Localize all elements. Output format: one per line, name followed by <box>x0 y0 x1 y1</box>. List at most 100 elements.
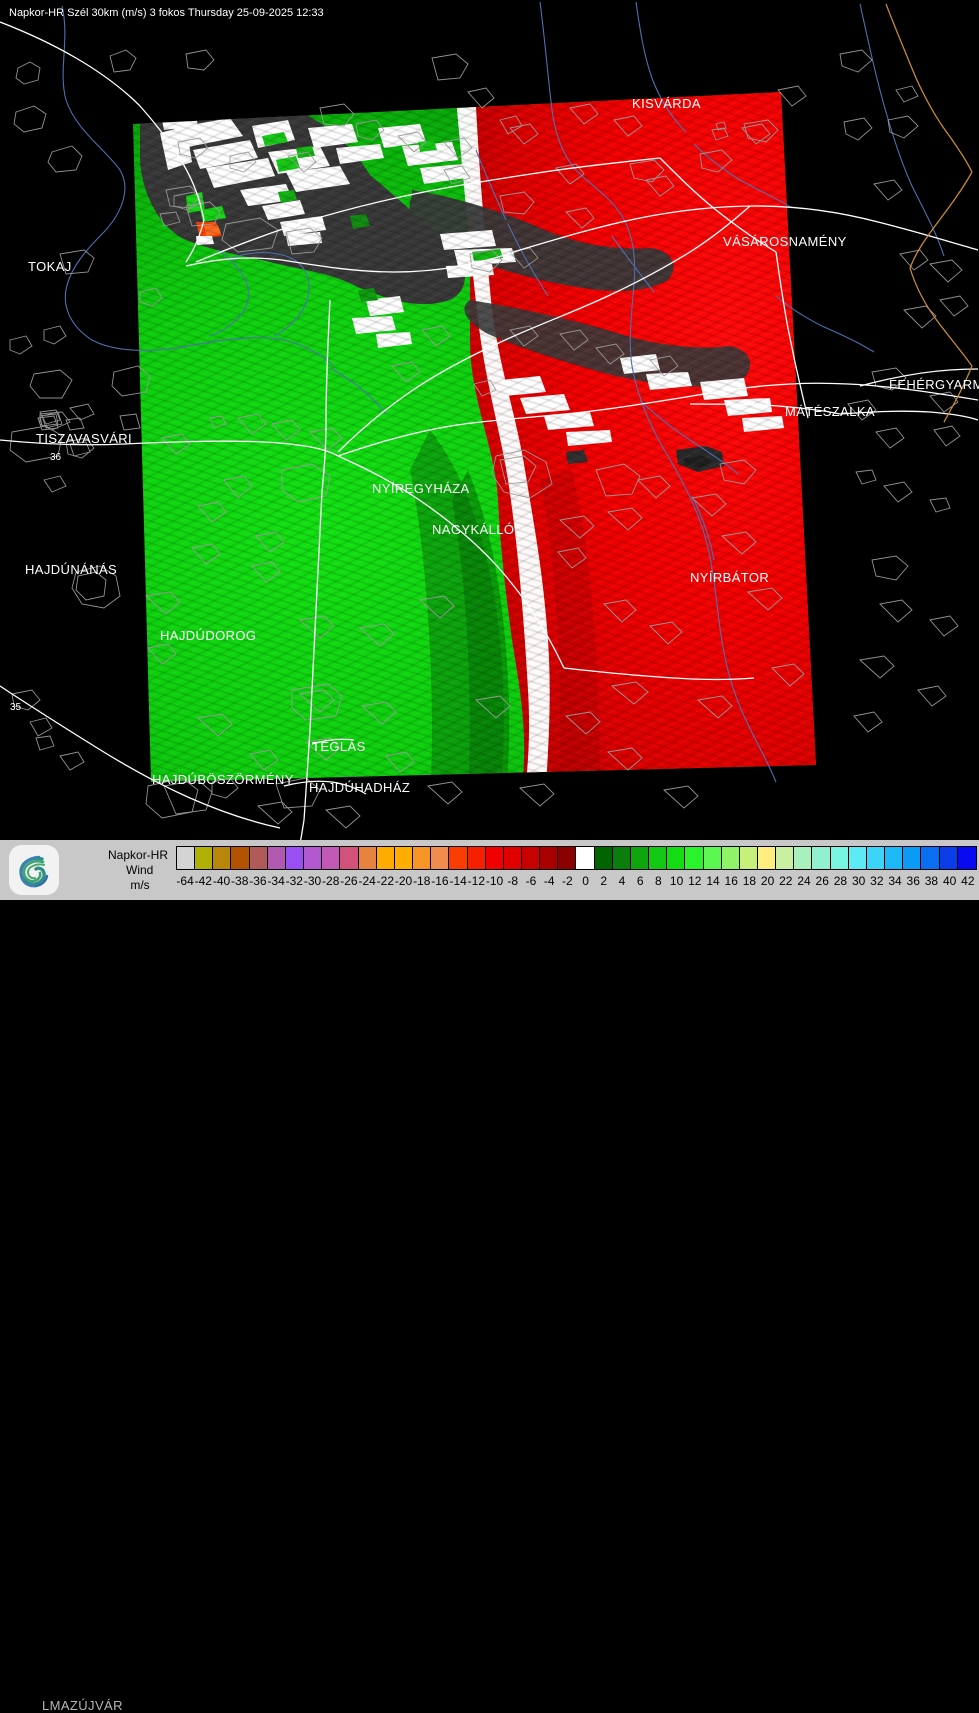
colorbar-swatch--28[interactable] <box>322 847 341 869</box>
colorbar-tick-30: 30 <box>851 874 866 888</box>
colorbar-ticks: -64 -42 -40 -38 -36 -34 -32 -30 -28 -26 -24 -22 -20-… <box>176 871 977 891</box>
colorbar-swatch-0[interactable] <box>576 847 595 869</box>
colorbar-swatch-2[interactable] <box>594 847 613 869</box>
colorbar-swatch--40[interactable] <box>213 847 232 869</box>
colorbar-tick-12: 12 <box>688 874 702 888</box>
colorbar-swatch-8[interactable] <box>649 847 668 869</box>
colorbar-swatch--32[interactable] <box>285 847 305 869</box>
colorbar-swatch--16[interactable] <box>431 847 450 869</box>
colorbar-tick--20: -20 <box>394 874 413 888</box>
colorbar-tick-42: 42 <box>961 874 975 888</box>
colorbar-swatch-36[interactable] <box>903 847 922 869</box>
colorbar-swatch-32[interactable] <box>866 847 886 869</box>
colorbar-swatch--38[interactable] <box>231 847 250 869</box>
radar-map[interactable]: Napkor-HR Szél 30km (m/s) 3 fokos Thursd… <box>0 0 979 840</box>
radial-texture-2 <box>133 92 816 782</box>
colorbar-swatch--4[interactable] <box>540 847 559 869</box>
rivers-layer <box>61 1 945 783</box>
colorbar-swatch--10[interactable] <box>485 847 504 869</box>
colorbar-tick--12: -12 <box>467 874 486 888</box>
colorbar-tick--4: -4 <box>543 874 555 888</box>
colorbar-tick-36: 36 <box>906 874 920 888</box>
colorbar-swatch--6[interactable] <box>521 847 541 869</box>
colorbar-swatch-14[interactable] <box>703 847 722 869</box>
city-label-hajd-dorog: HAJDÚDOROG <box>160 628 257 643</box>
colorbar-tick--22: -22 <box>376 874 394 888</box>
colorbar-swatch--36[interactable] <box>249 847 268 869</box>
colorbar-tick--2: -2 <box>562 874 573 888</box>
colorbar-swatch--26[interactable] <box>340 847 359 869</box>
colorbar-swatch-18[interactable] <box>739 847 758 869</box>
colorbar-swatch-10[interactable] <box>667 847 686 869</box>
city-label-kisv-rda: KISVÁRDA <box>632 96 701 111</box>
colorbar-tick-22: 22 <box>779 874 793 888</box>
legend-units: m/s <box>130 878 150 892</box>
colorbar-tick-24: 24 <box>797 874 811 888</box>
colorbar-tick-0: 0 <box>582 874 589 888</box>
colorbar-swatch-24[interactable] <box>794 847 813 869</box>
colorbar-swatch-20[interactable] <box>758 847 777 869</box>
colorbar-tick--14: -14 <box>449 874 467 888</box>
colorbar-tick-4: 4 <box>618 874 626 888</box>
colorbar-tick-34: 34 <box>888 874 902 888</box>
colorbar-swatch-22[interactable] <box>776 847 795 869</box>
colorbar-swatch-26[interactable] <box>812 847 831 869</box>
colorbar-swatch--22[interactable] <box>376 847 395 869</box>
colorbar-swatch-16[interactable] <box>721 847 740 869</box>
legend-quantity: Wind <box>126 863 154 877</box>
colorbar-tick--10: -10 <box>485 874 504 888</box>
colorbar-tick-20: 20 <box>760 874 775 888</box>
colorbar-tick--36: -36 <box>249 874 267 888</box>
settlement-outlines <box>9 49 969 829</box>
colorbar-swatch--14[interactable] <box>449 847 468 869</box>
colorbar-swatch--34[interactable] <box>267 847 286 869</box>
colorbar-swatch--2[interactable] <box>558 847 577 869</box>
colorbar-swatch--12[interactable] <box>467 847 486 869</box>
city-label-t-gl-s: TÉGLÁS <box>312 739 366 754</box>
colorbar-tick--40: -40 <box>212 874 231 888</box>
colorbar-tick-10: 10 <box>669 874 684 888</box>
colorbar-tick-28: 28 <box>833 874 848 888</box>
city-label-tokaj: TOKAJ <box>28 259 72 274</box>
colorbar-swatch--30[interactable] <box>304 847 323 869</box>
colorbar-swatch-40[interactable] <box>939 847 958 869</box>
colorbar-swatch--18[interactable] <box>413 847 432 869</box>
colorbar-tick--38: -38 <box>231 874 249 888</box>
colorbar-swatch--64[interactable] <box>177 847 196 869</box>
colorbar-tick--28: -28 <box>322 874 340 888</box>
colorbar-tick--6: -6 <box>525 874 537 888</box>
city-label-nagyk-ll-: NAGYKÁLLÓ <box>432 522 515 537</box>
colorbar-swatch-42[interactable] <box>957 847 976 869</box>
colorbar-tick--42: -42 <box>194 874 212 888</box>
colorbar-swatch--42[interactable] <box>195 847 214 869</box>
colorbar-swatch-4[interactable] <box>612 847 631 869</box>
colorbar-swatch-6[interactable] <box>630 847 650 869</box>
colorbar-tick--64: -64 <box>176 874 194 888</box>
country-border <box>885 3 973 423</box>
colorbar-swatch-34[interactable] <box>885 847 904 869</box>
colorbar-tick-8: 8 <box>655 874 662 888</box>
city-label-ny-regyh-za: NYÍREGYHÁZA <box>372 481 470 496</box>
colorbar-swatch-28[interactable] <box>830 847 849 869</box>
city-label-v-s-rosnam-ny: VÁSÁROSNAMÉNY <box>723 234 847 249</box>
map-canvas <box>0 0 979 840</box>
colorbar-swatch--20[interactable] <box>394 847 414 869</box>
colorbar-tick-14: 14 <box>706 874 720 888</box>
colorbar-swatch-12[interactable] <box>685 847 704 869</box>
radar-velocity-field <box>133 92 816 782</box>
colorbar-tick-16: 16 <box>724 874 738 888</box>
colorbar-tick-32: 32 <box>870 874 884 888</box>
colorbar-swatch--8[interactable] <box>503 847 522 869</box>
city-label-hajd-hadh-z: HAJDÚHADHÁZ <box>309 780 411 795</box>
colorbar-swatch-38[interactable] <box>921 847 940 869</box>
colorbar[interactable] <box>176 846 977 870</box>
colorbar-swatch-30[interactable] <box>848 847 867 869</box>
legend-site: Napkor-HR <box>108 848 169 862</box>
colorbar-tick-6: 6 <box>636 874 644 888</box>
road-label-35: 35 <box>10 702 22 713</box>
city-label-ny-rb-tor: NYÍRBÁTOR <box>690 570 770 585</box>
page-title: Napkor-HR Szél 30km (m/s) 3 fokos Thursd… <box>9 7 324 19</box>
colorbar-swatch--24[interactable] <box>358 847 377 869</box>
colorbar-tick-40: 40 <box>942 874 957 888</box>
